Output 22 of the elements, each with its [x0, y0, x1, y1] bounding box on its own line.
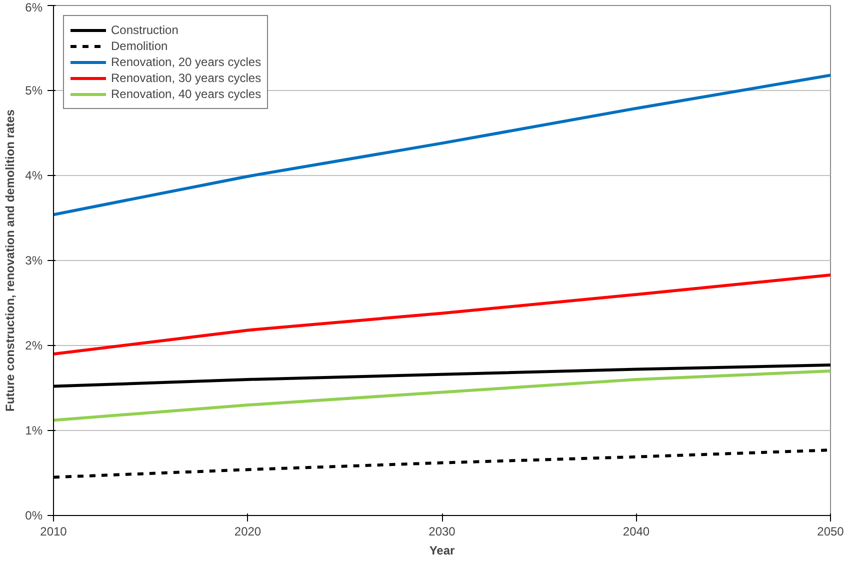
line-series [54, 370, 830, 422]
x-tick-label: 2030 [428, 524, 456, 538]
y-tick-label: 1% [25, 424, 43, 438]
x-tick-label: 2050 [817, 524, 844, 538]
line-series [54, 74, 830, 216]
x-tick-label: 2010 [40, 524, 68, 538]
y-tick-label: 2% [25, 338, 43, 352]
legend-label: Renovation, 20 years cycles [111, 54, 262, 70]
y-tick-label: 6% [25, 0, 43, 14]
legend-label: Construction [111, 22, 178, 38]
x-tick-label: 2040 [622, 524, 650, 538]
line-series [54, 273, 830, 356]
legend-label: Demolition [111, 38, 168, 54]
y-tick-label: 3% [25, 254, 43, 268]
legend-label: Renovation, 30 years cycles [111, 70, 262, 86]
x-tick-label: 2020 [234, 524, 262, 538]
x-axis-title: Year [429, 544, 456, 558]
y-tick-label: 5% [25, 84, 43, 98]
y-tick-label: 4% [25, 168, 43, 182]
y-tick-label: 0% [25, 508, 43, 522]
legend-label: Renovation, 40 years cycles [111, 86, 262, 102]
y-axis-title: Future construction, renovation and demolition rates [3, 109, 18, 412]
